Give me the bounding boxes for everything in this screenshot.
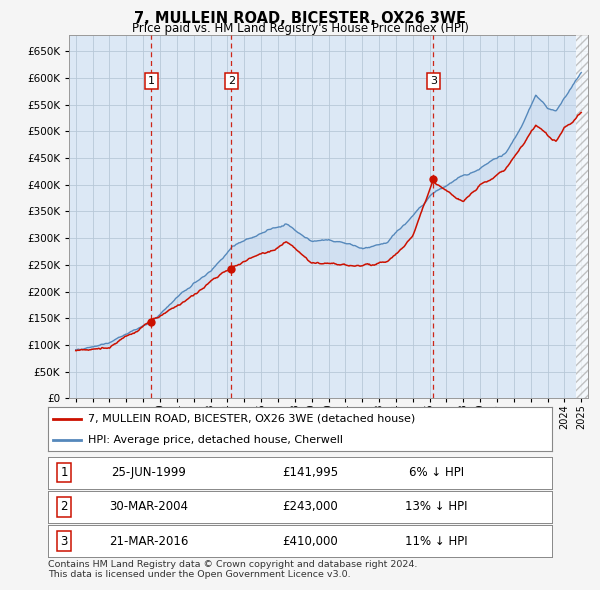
Text: HPI: Average price, detached house, Cherwell: HPI: Average price, detached house, Cher… xyxy=(88,435,343,445)
Text: 25-JUN-1999: 25-JUN-1999 xyxy=(112,466,186,479)
Text: 1: 1 xyxy=(148,76,155,86)
Text: £243,000: £243,000 xyxy=(282,500,338,513)
Text: 7, MULLEIN ROAD, BICESTER, OX26 3WE: 7, MULLEIN ROAD, BICESTER, OX26 3WE xyxy=(134,11,466,25)
Text: 11% ↓ HPI: 11% ↓ HPI xyxy=(405,535,467,548)
Text: 30-MAR-2004: 30-MAR-2004 xyxy=(109,500,188,513)
Text: 3: 3 xyxy=(430,76,437,86)
Text: 3: 3 xyxy=(61,535,68,548)
Text: 1: 1 xyxy=(61,466,68,479)
Text: Contains HM Land Registry data © Crown copyright and database right 2024.: Contains HM Land Registry data © Crown c… xyxy=(48,560,418,569)
Text: 6% ↓ HPI: 6% ↓ HPI xyxy=(409,466,464,479)
Text: £141,995: £141,995 xyxy=(282,466,338,479)
Text: 2: 2 xyxy=(228,76,235,86)
Text: 21-MAR-2016: 21-MAR-2016 xyxy=(109,535,188,548)
Text: 13% ↓ HPI: 13% ↓ HPI xyxy=(405,500,467,513)
Text: £410,000: £410,000 xyxy=(282,535,338,548)
Text: 7, MULLEIN ROAD, BICESTER, OX26 3WE (detached house): 7, MULLEIN ROAD, BICESTER, OX26 3WE (det… xyxy=(88,414,416,424)
Text: This data is licensed under the Open Government Licence v3.0.: This data is licensed under the Open Gov… xyxy=(48,571,350,579)
Text: Price paid vs. HM Land Registry's House Price Index (HPI): Price paid vs. HM Land Registry's House … xyxy=(131,22,469,35)
Text: 2: 2 xyxy=(61,500,68,513)
